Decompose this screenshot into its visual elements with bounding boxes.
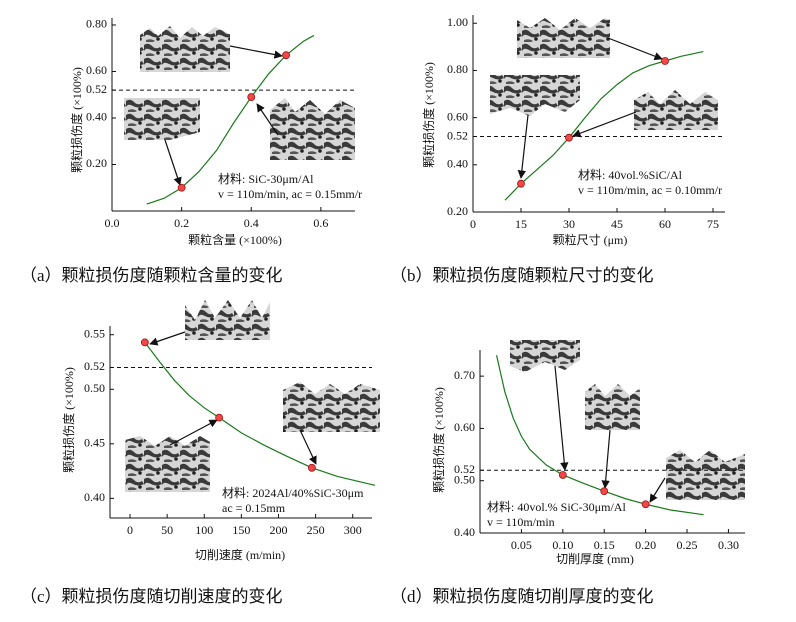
data-point [565, 133, 573, 142]
y-tick-label: 0.40 [86, 110, 107, 124]
y-tick-label: 1.00 [447, 15, 468, 29]
y-tick-label: 0.70 [454, 368, 475, 382]
caption: （b）颗粒损伤度随颗粒尺寸的变化 [390, 266, 654, 285]
x-tick-label: 75 [707, 217, 719, 231]
x-tick-label: 0.4 [244, 216, 259, 230]
x-tick-label: 0 [470, 217, 476, 231]
x-tick-label: 0.25 [677, 538, 698, 552]
annotation: v = 110m/min, ac = 0.10mm/r [578, 183, 722, 197]
panel: 0.05 0.10 0.15 0.20 0.25 0.30 0.40 0.500.52 0.60… [390, 350, 745, 606]
panel: 0 15 30 45 60 75 0.20 0.40 0.52 0.60 0.80 1.00 材料: 4… [390, 15, 725, 285]
y-tick-label: 0.60 [454, 420, 475, 434]
y-tick-label: 0.20 [447, 204, 468, 218]
x-tick-label: 0.2 [174, 216, 189, 230]
y-tick-label: 0.50 [454, 472, 475, 486]
x-axis-label: 切削速度 (m/min) [195, 547, 285, 562]
data-point [247, 93, 256, 101]
data-point [140, 338, 149, 347]
x-tick-label: 0 [127, 523, 133, 537]
data-point [282, 51, 290, 60]
x-tick-label: 30 [563, 217, 575, 231]
y-tick-label: 0.50 [84, 381, 105, 395]
data-point [177, 183, 186, 192]
y-axis-label: 颗粒损伤度 (×100%) [421, 62, 436, 168]
y-tick-label: 0.60 [86, 63, 107, 77]
annotation: ac = 0.15mm [222, 501, 286, 515]
annotation: v = 110m/min, ac = 0.15mm/r [218, 187, 362, 201]
x-tick-label: 0.20 [635, 538, 656, 552]
y-tick-label: 0.45 [84, 436, 105, 450]
x-tick-label: 0.10 [552, 538, 573, 552]
y-tick-label: 0.52 [454, 462, 475, 476]
data-point [661, 57, 669, 65]
y-tick-label: 0.40 [447, 157, 468, 171]
x-tick-label: 0.6 [313, 216, 328, 230]
x-tick-label: 60 [659, 217, 671, 231]
x-tick-label: 100 [195, 523, 213, 537]
x-tick-label: 0.05 [511, 538, 532, 552]
x-tick-label: 45 [611, 217, 623, 231]
y-axis-label: 颗粒损伤度 (×100%) [61, 367, 76, 473]
y-tick-label: 0.52 [84, 359, 105, 373]
x-axis-label: 颗粒尺寸 (μm) [553, 232, 628, 247]
caption: （c）颗粒损伤度随切削速度的变化 [20, 587, 283, 606]
x-tick-label: 250 [307, 523, 325, 537]
caption: （a）颗粒损伤度随颗粒含量的变化 [20, 266, 283, 285]
insets [124, 18, 745, 503]
x-tick-label: 50 [161, 523, 173, 537]
x-tick-label: 0.0 [105, 216, 120, 230]
y-tick-label: 0.60 [447, 109, 468, 123]
x-tick-label: 150 [232, 523, 250, 537]
annotation: v = 110m/min [487, 515, 555, 529]
panel: 0 50 100 150 200 250 300 0.40 0.45 0.50 0.52 0.55 材料… [20, 326, 376, 606]
x-axis-label: 切削厚度 (mm) [556, 551, 634, 566]
data-point [600, 487, 609, 496]
y-tick-label: 0.40 [454, 525, 475, 539]
annotation: 材料: 2024Al/40%SiC-30μm [222, 486, 364, 500]
y-axis-label: 颗粒损伤度 (×100%) [431, 387, 446, 493]
fit-curve [146, 34, 315, 205]
data-point [517, 179, 525, 188]
y-tick-label: 0.80 [86, 17, 107, 31]
y-tick-label: 0.52 [447, 128, 468, 142]
x-tick-label: 200 [269, 523, 287, 537]
x-tick-label: 0.30 [718, 538, 739, 552]
y-tick-label: 0.20 [86, 156, 107, 170]
data-point [558, 471, 567, 479]
data-point [215, 413, 224, 422]
y-tick-label: 0.55 [84, 326, 105, 340]
panel: 0.0 0.2 0.4 0.6 0.20 0.40 0.52 0.60 0.80 材料: SiC-… [20, 17, 362, 285]
x-axis-label: 颗粒含量 (×100%) [188, 232, 282, 247]
caption: （d）颗粒损伤度随切削厚度的变化 [390, 587, 654, 606]
x-tick-label: 0.15 [594, 538, 615, 552]
data-point [307, 463, 316, 472]
y-tick-label: 0.80 [447, 62, 468, 76]
y-tick-label: 0.52 [86, 82, 107, 96]
y-tick-label: 0.40 [84, 490, 105, 504]
annotation: 材料: SiC-30μm/Al [218, 172, 314, 186]
x-tick-label: 300 [344, 523, 362, 537]
data-point [641, 500, 650, 509]
fit-curve [144, 342, 376, 486]
annotation: 材料: 40vol.%SiC/Al [578, 168, 683, 182]
x-tick-label: 15 [515, 217, 527, 231]
annotation: 材料: 40vol.% SiC-30μm/Al [487, 500, 626, 514]
y-axis-label: 颗粒损伤度 (×100%) [69, 67, 84, 173]
